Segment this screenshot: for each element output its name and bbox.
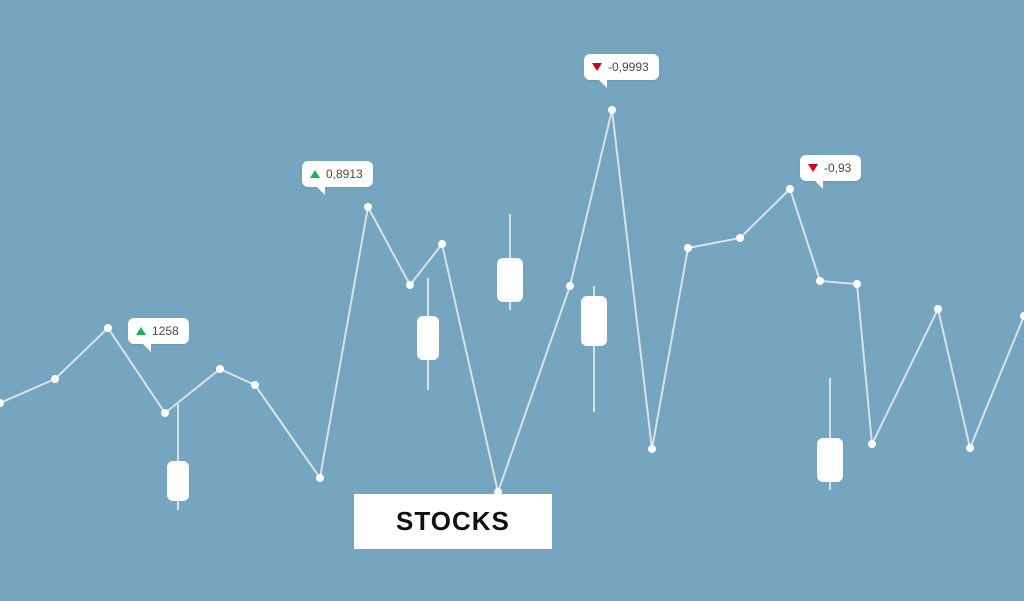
data-point (438, 240, 446, 248)
data-point (0, 399, 4, 407)
data-point (51, 375, 59, 383)
data-point (853, 280, 861, 288)
data-point (648, 445, 656, 453)
data-point (786, 185, 794, 193)
tooltip-value: -0,9993 (608, 60, 649, 74)
data-point (251, 381, 259, 389)
data-point (736, 234, 744, 242)
data-point (684, 244, 692, 252)
data-point (816, 277, 824, 285)
data-point (566, 282, 574, 290)
tooltip-value: 1258 (152, 324, 179, 338)
candle-body (817, 438, 843, 482)
candle-body (417, 316, 439, 360)
data-point (364, 203, 372, 211)
price-tooltip: 1258 (128, 318, 189, 344)
triangle-up-icon (136, 327, 146, 335)
triangle-up-icon (310, 170, 320, 178)
data-point (966, 444, 974, 452)
price-tooltip: 0,8913 (302, 161, 373, 187)
candle-body (497, 258, 523, 302)
tooltip-value: 0,8913 (326, 167, 363, 181)
data-point (868, 440, 876, 448)
chart-title: STOCKS (354, 494, 552, 549)
triangle-down-icon (808, 164, 818, 172)
data-point (934, 305, 942, 313)
data-point (316, 474, 324, 482)
price-tooltip: -0,9993 (584, 54, 659, 80)
data-point (161, 409, 169, 417)
triangle-down-icon (592, 63, 602, 71)
candle-body (581, 296, 607, 346)
data-point (104, 324, 112, 332)
tooltip-value: -0,93 (824, 161, 851, 175)
data-point (216, 365, 224, 373)
price-tooltip: -0,93 (800, 155, 861, 181)
candle-body (167, 461, 189, 501)
data-point (406, 281, 414, 289)
data-point (608, 106, 616, 114)
data-point (1020, 312, 1024, 320)
chart-title-text: STOCKS (396, 506, 510, 536)
